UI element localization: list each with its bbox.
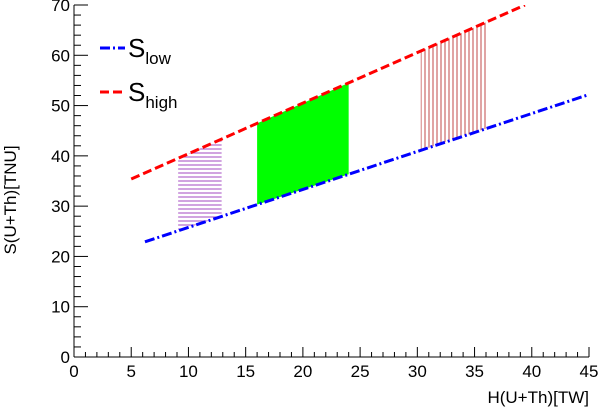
x-tick-label: 25	[351, 362, 370, 381]
x-tick-label: 30	[408, 362, 427, 381]
y-axis-label: S(U+Th)[TNU]	[1, 145, 20, 254]
x-tick-label: 40	[522, 362, 541, 381]
legend-label-0: Slow	[128, 33, 172, 68]
legend: Slow Shigh	[100, 33, 177, 112]
legend-label-1: Shigh	[128, 77, 177, 112]
legend-label-subscript: low	[145, 49, 171, 68]
y-tick-label: 0	[61, 348, 70, 367]
legend-label-subscript: high	[145, 93, 177, 112]
y-tick-label: 30	[51, 197, 70, 216]
series-line-s-high	[130, 5, 526, 181]
y-tick-label: 50	[51, 97, 70, 116]
axes: 0 5 10 15 20 25 30 35 40 45 0 10 20 30 40 50 60 70	[51, 0, 598, 381]
band-layer	[178, 22, 486, 231]
x-tick-label: 15	[236, 362, 255, 381]
x-tick-label: 20	[293, 362, 312, 381]
band-0	[178, 139, 222, 231]
band-1	[257, 82, 349, 205]
x-tick-label: 45	[580, 362, 599, 381]
band-2	[420, 22, 486, 151]
y-tick-label: 60	[51, 46, 70, 65]
x-tick-label: 0	[69, 362, 78, 381]
x-tick-label: 5	[126, 362, 135, 381]
y-tick-label: 40	[51, 147, 70, 166]
series-layer	[130, 5, 589, 244]
series-line-s-low	[144, 93, 589, 244]
y-tick-label: 10	[51, 298, 70, 317]
x-axis-label: H(U+Th)[TW]	[487, 388, 589, 407]
x-tick-label: 10	[179, 362, 198, 381]
y-tick-label: 20	[51, 247, 70, 266]
x-tick-label: 35	[465, 362, 484, 381]
y-tick-label: 70	[51, 0, 70, 15]
